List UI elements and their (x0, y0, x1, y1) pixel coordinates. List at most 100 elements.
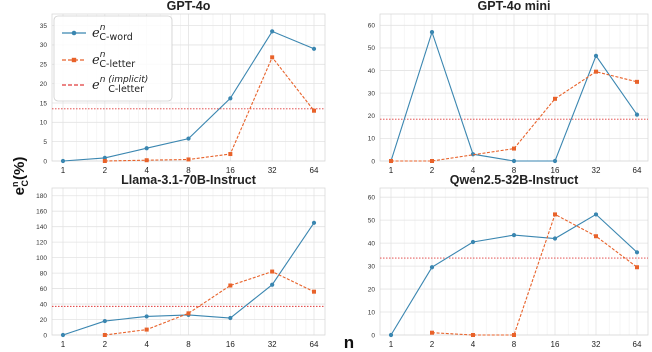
data-point-word (270, 282, 275, 287)
y-tick-label: 20 (368, 286, 376, 293)
data-point-word (144, 146, 149, 151)
data-point-letter (270, 55, 275, 60)
y-tick-label: 30 (40, 42, 48, 49)
y-axis-label: enC(%) (10, 157, 30, 196)
data-point-letter (186, 311, 191, 316)
y-tick-label: 0 (371, 158, 375, 165)
data-point-word (470, 239, 476, 245)
x-tick-label: 1 (389, 166, 394, 175)
y-tick-label: 40 (368, 68, 376, 75)
series-line-letter (431, 213, 638, 336)
y-tick-label: 60 (368, 194, 376, 201)
data-point-word (511, 158, 517, 164)
svg-text:enC(%): enC(%) (10, 157, 30, 196)
svg-text:enC-letter: en C-letter (92, 50, 135, 70)
legend: en C-word en C-letter en (implicit) C-lette… (53, 15, 173, 102)
x-tick-label: 8 (186, 166, 191, 175)
data-point-word (186, 136, 191, 141)
series-line-letter (391, 71, 638, 162)
x-tick-label: 8 (512, 166, 517, 175)
chart-title: Llama-3.1-70B-Instruct (121, 173, 257, 187)
y-tick-label: 50 (368, 217, 376, 224)
data-point-letter (186, 157, 191, 162)
y-tick-label: 60 (40, 286, 48, 293)
x-axis-label: n (344, 333, 354, 352)
y-tick-label: 20 (368, 113, 376, 120)
x-tick-label: 1 (389, 340, 394, 349)
chart-panel-4: 0 10 20 30 40 50 60 1 2 4 8 16 32 64 Qwen2.5-32B-Instr… (368, 173, 649, 349)
data-point-letter (430, 159, 434, 163)
data-point-letter (430, 330, 434, 335)
chart-title: GPT-4o mini (478, 0, 551, 13)
chart-panel-3: 0 20 40 60 80 100 120 140 160 180 1 2 4 8 16 32 64 Llama-… (36, 173, 326, 349)
x-tick-label: 4 (144, 340, 149, 349)
data-point-letter (228, 283, 233, 288)
x-tick-label: 16 (551, 340, 560, 349)
data-point-letter (312, 108, 316, 113)
chart-panel-2: 0 10 20 30 40 50 60 1 2 4 8 16 32 64 GPT-4o mini (368, 0, 649, 175)
data-point-letter (553, 212, 557, 217)
x-tick-label: 8 (186, 340, 191, 349)
data-point-word (60, 158, 66, 164)
y-tick-label: 20 (40, 81, 48, 88)
data-point-letter (389, 159, 393, 163)
x-tick-label: 4 (144, 166, 149, 175)
data-point-letter (594, 69, 598, 74)
x-tick-label: 64 (633, 166, 642, 175)
data-point-letter (635, 79, 639, 84)
data-point-word (388, 332, 394, 338)
y-tick-label: 0 (371, 332, 375, 339)
data-point-letter (594, 234, 598, 239)
series-line-letter (104, 56, 315, 162)
data-point-word (429, 29, 435, 35)
x-tick-label: 64 (310, 340, 319, 349)
legend-entry-implicit: en (implicit) C-letter (62, 75, 148, 95)
y-tick-label: 180 (36, 193, 47, 200)
y-tick-label: 100 (36, 255, 47, 262)
y-tick-label: 5 (43, 139, 47, 146)
y-tick-label: 40 (368, 240, 376, 247)
chart-title: Qwen2.5-32B-Instruct (450, 173, 579, 187)
x-tick-label: 2 (103, 166, 108, 175)
x-tick-label: 32 (268, 340, 277, 349)
x-tick-label: 32 (592, 340, 601, 349)
data-point-word (429, 265, 435, 270)
svg-text:en (implicit)C-letter: en (implicit) C-letter (92, 75, 148, 95)
data-point-letter (228, 152, 233, 157)
x-tick-label: 64 (633, 340, 642, 349)
y-tick-label: 35 (40, 23, 48, 30)
legend-box (53, 15, 173, 102)
data-point-word (593, 53, 599, 58)
data-point-letter (553, 96, 557, 101)
y-tick-label: 10 (368, 309, 376, 316)
y-tick-label: 0 (43, 332, 47, 339)
data-point-word (470, 152, 476, 157)
data-point-word (311, 220, 317, 225)
data-point-letter (144, 327, 149, 332)
y-tick-label: 0 (43, 158, 47, 165)
y-tick-label: 50 (368, 45, 376, 52)
data-point-word (144, 314, 149, 319)
x-tick-label: 64 (310, 166, 319, 175)
x-tick-label: 4 (471, 166, 476, 175)
plot-frame (51, 187, 326, 336)
y-tick-label: 20 (40, 317, 48, 324)
y-tick-label: 15 (40, 100, 48, 107)
x-tick-label: 2 (430, 340, 435, 349)
x-tick-label: 2 (430, 166, 435, 175)
data-point-word (634, 112, 640, 117)
data-point-letter (312, 289, 316, 294)
data-point-letter (512, 146, 516, 151)
x-tick-label: 4 (471, 340, 476, 349)
y-tick-label: 25 (40, 62, 48, 69)
y-tick-label: 10 (368, 136, 376, 143)
legend-entry-letter: en C-letter (62, 50, 135, 70)
y-tick-label: 30 (368, 90, 376, 97)
y-tick-label: 120 (36, 239, 47, 246)
y-tick-label: 40 (40, 301, 48, 308)
data-point-word (552, 158, 558, 164)
y-tick-label: 140 (36, 224, 47, 231)
data-point-letter (635, 265, 639, 270)
data-point-word (228, 315, 233, 321)
